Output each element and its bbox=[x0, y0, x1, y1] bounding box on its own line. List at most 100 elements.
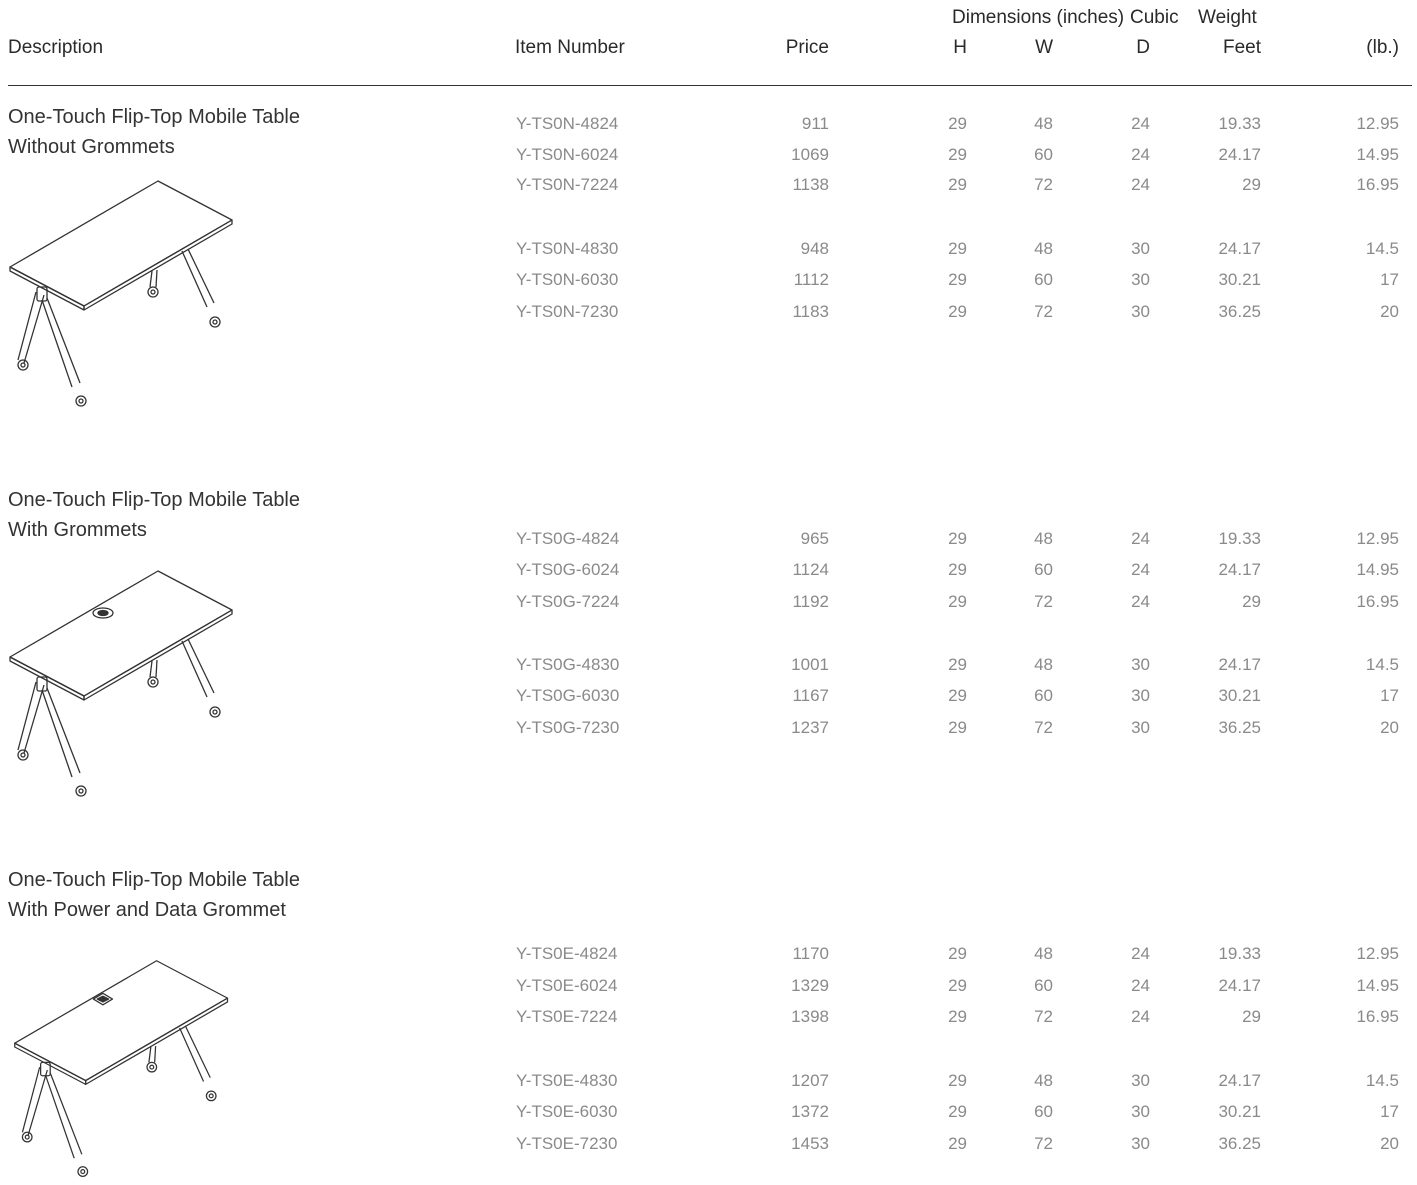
cubic-feet: 36.25 bbox=[1218, 302, 1261, 321]
price: 1453 bbox=[791, 1134, 829, 1153]
dim-h: 29 bbox=[948, 529, 967, 548]
cubic-feet: 24.17 bbox=[1218, 145, 1261, 164]
item-number: Y-TS0N-6024 bbox=[516, 145, 619, 164]
dim-h: 29 bbox=[948, 655, 967, 674]
cubic-feet: 29 bbox=[1242, 592, 1261, 611]
dim-h: 29 bbox=[948, 560, 967, 579]
dim-w: 48 bbox=[1034, 239, 1053, 258]
price: 965 bbox=[800, 529, 829, 548]
cubic-feet: 19.33 bbox=[1218, 529, 1261, 548]
dim-d: 24 bbox=[1131, 529, 1150, 548]
dim-d: 24 bbox=[1131, 145, 1150, 164]
header-lb: (lb.) bbox=[1366, 37, 1399, 58]
dim-d: 30 bbox=[1131, 270, 1150, 289]
price: 1167 bbox=[792, 686, 829, 705]
dim-d: 24 bbox=[1131, 560, 1150, 579]
weight-lb: 14.95 bbox=[1356, 976, 1399, 995]
price: 1001 bbox=[791, 655, 829, 674]
dim-h: 29 bbox=[948, 944, 967, 963]
item-number: Y-TS0N-4830 bbox=[516, 239, 619, 258]
dim-h: 29 bbox=[948, 302, 967, 321]
price: 1112 bbox=[793, 270, 829, 289]
dim-w: 72 bbox=[1034, 302, 1053, 321]
dim-w: 60 bbox=[1034, 976, 1053, 995]
dim-h: 29 bbox=[948, 1102, 967, 1121]
dim-d: 30 bbox=[1131, 1134, 1150, 1153]
header-rule bbox=[8, 85, 1412, 86]
dim-h: 29 bbox=[948, 1071, 967, 1090]
dim-d: 30 bbox=[1131, 1102, 1150, 1121]
section-title-line1: One-Touch Flip-Top Mobile Table bbox=[8, 869, 301, 891]
header-price: Price bbox=[785, 37, 829, 58]
mobile-table-illustration bbox=[9, 570, 233, 797]
item-number: Y-TS0G-4830 bbox=[516, 655, 620, 674]
dim-w: 48 bbox=[1034, 529, 1053, 548]
dim-h: 29 bbox=[948, 270, 967, 289]
header-weight-group: Weight bbox=[1198, 7, 1257, 28]
dim-w: 48 bbox=[1034, 114, 1053, 133]
dim-d: 24 bbox=[1131, 976, 1150, 995]
weight-lb: 14.5 bbox=[1365, 1071, 1399, 1090]
section-title-line2: Without Grommets bbox=[8, 136, 175, 158]
dim-d: 24 bbox=[1131, 944, 1150, 963]
dim-h: 29 bbox=[948, 718, 967, 737]
cubic-feet: 30.21 bbox=[1218, 1102, 1261, 1121]
item-number: Y-TS0N-4824 bbox=[516, 114, 619, 133]
dim-d: 24 bbox=[1131, 114, 1150, 133]
price: 1398 bbox=[791, 1007, 829, 1026]
item-number: Y-TS0N-7230 bbox=[516, 302, 619, 321]
weight-lb: 14.95 bbox=[1356, 560, 1399, 579]
cubic-feet: 24.17 bbox=[1218, 655, 1261, 674]
price: 1192 bbox=[792, 592, 829, 611]
dim-d: 30 bbox=[1131, 655, 1150, 674]
mobile-table-illustration bbox=[9, 180, 233, 407]
item-number: Y-TS0G-7230 bbox=[516, 718, 620, 737]
price: 1237 bbox=[791, 718, 829, 737]
cubic-feet: 24.17 bbox=[1218, 239, 1261, 258]
header-feet: Feet bbox=[1222, 37, 1261, 58]
weight-lb: 12.95 bbox=[1356, 944, 1399, 963]
header-cubic-group: Cubic bbox=[1130, 7, 1179, 28]
price: 1329 bbox=[791, 976, 829, 995]
dim-h: 29 bbox=[948, 686, 967, 705]
dim-w: 48 bbox=[1034, 655, 1053, 674]
item-number: Y-TS0G-6024 bbox=[516, 560, 620, 579]
weight-lb: 16.95 bbox=[1356, 1007, 1399, 1026]
weight-lb: 16.95 bbox=[1356, 592, 1399, 611]
item-number: Y-TS0E-6024 bbox=[516, 976, 618, 995]
item-number: Y-TS0N-7224 bbox=[516, 175, 619, 194]
weight-lb: 17 bbox=[1380, 270, 1399, 289]
weight-lb: 20 bbox=[1380, 718, 1399, 737]
dim-w: 72 bbox=[1034, 1007, 1053, 1026]
item-number: Y-TS0E-4824 bbox=[516, 944, 618, 963]
weight-lb: 14.95 bbox=[1356, 145, 1399, 164]
dim-h: 29 bbox=[948, 1007, 967, 1026]
price: 948 bbox=[800, 239, 829, 258]
dim-d: 30 bbox=[1131, 239, 1150, 258]
price: 1138 bbox=[792, 175, 829, 194]
power-data-grommet-icon bbox=[92, 992, 114, 1006]
weight-lb: 12.95 bbox=[1356, 114, 1399, 133]
item-number: Y-TS0E-7224 bbox=[516, 1007, 618, 1026]
price: 1170 bbox=[792, 944, 829, 963]
item-number: Y-TS0G-4824 bbox=[516, 529, 620, 548]
dim-h: 29 bbox=[948, 976, 967, 995]
dim-h: 29 bbox=[948, 114, 967, 133]
section-title-line1: One-Touch Flip-Top Mobile Table bbox=[8, 106, 301, 128]
dim-w: 72 bbox=[1034, 175, 1053, 194]
cubic-feet: 19.33 bbox=[1218, 944, 1261, 963]
dim-h: 29 bbox=[948, 592, 967, 611]
weight-lb: 17 bbox=[1380, 1102, 1399, 1121]
price: 1069 bbox=[791, 145, 829, 164]
weight-lb: 12.95 bbox=[1356, 529, 1399, 548]
price: 1183 bbox=[792, 302, 829, 321]
price: 1207 bbox=[791, 1071, 829, 1090]
item-number: Y-TS0N-6030 bbox=[516, 270, 619, 289]
dim-w: 60 bbox=[1034, 1102, 1053, 1121]
weight-lb: 20 bbox=[1380, 302, 1399, 321]
section-title-line2: With Power and Data Grommet bbox=[8, 899, 286, 921]
dim-d: 30 bbox=[1131, 686, 1150, 705]
price: 911 bbox=[801, 114, 829, 133]
section-title-line2: With Grommets bbox=[8, 519, 147, 541]
cubic-feet: 36.25 bbox=[1218, 718, 1261, 737]
